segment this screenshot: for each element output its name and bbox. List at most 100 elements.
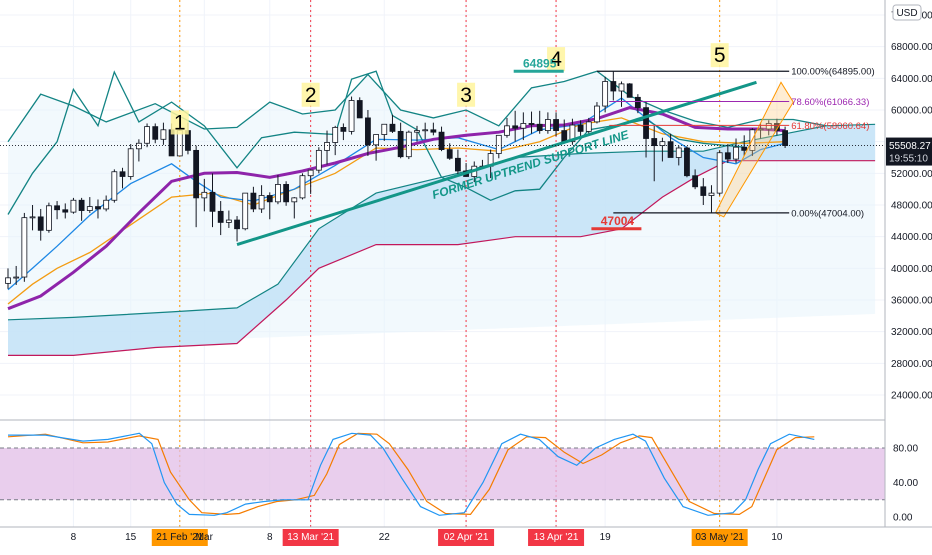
- time-tick-label: 10: [771, 532, 783, 543]
- candle-body[interactable]: [389, 123, 396, 132]
- candle-body[interactable]: [757, 128, 764, 131]
- candle-body[interactable]: [356, 100, 363, 119]
- time-event-tag: [691, 529, 748, 546]
- candle-body[interactable]: [651, 138, 658, 147]
- candle-body[interactable]: [716, 152, 723, 194]
- candle-body[interactable]: [504, 125, 510, 136]
- candle-body[interactable]: [160, 129, 167, 140]
- candle-body[interactable]: [95, 206, 101, 210]
- time-event-label: 21 Feb '21: [156, 532, 203, 543]
- candle-body[interactable]: [315, 149, 322, 171]
- candle-body[interactable]: [144, 126, 150, 144]
- candle-body[interactable]: [700, 186, 707, 196]
- candle-body[interactable]: [46, 205, 52, 231]
- candle-body[interactable]: [512, 125, 519, 129]
- candle-body[interactable]: [127, 148, 134, 177]
- price-annotation: 47004: [601, 214, 635, 228]
- candle-body[interactable]: [643, 107, 649, 139]
- candle-body[interactable]: [250, 192, 257, 210]
- candle-body[interactable]: [111, 171, 118, 201]
- candle-body[interactable]: [741, 146, 748, 151]
- candle-body[interactable]: [422, 129, 429, 132]
- candle-body[interactable]: [29, 216, 36, 219]
- candle-body[interactable]: [275, 184, 281, 203]
- candle-body[interactable]: [373, 134, 380, 146]
- candle-body[interactable]: [119, 171, 126, 177]
- candle-body[interactable]: [602, 81, 609, 107]
- candle-body[interactable]: [765, 123, 772, 130]
- candle-body[interactable]: [62, 209, 69, 213]
- candle-body[interactable]: [569, 124, 576, 143]
- candle-body[interactable]: [454, 157, 461, 172]
- candle-body[interactable]: [135, 142, 142, 150]
- candle-body[interactable]: [340, 127, 347, 132]
- candle-body[interactable]: [520, 123, 527, 129]
- candle-body[interactable]: [733, 146, 739, 160]
- candle-body[interactable]: [438, 131, 445, 150]
- time-event-label: 03 May '21: [695, 532, 744, 543]
- candle-body[interactable]: [561, 130, 568, 143]
- candles[interactable]: [5, 71, 788, 289]
- candle-body[interactable]: [577, 124, 584, 132]
- time-tick-label: 15: [125, 532, 137, 543]
- candle-body[interactable]: [397, 130, 404, 158]
- candle-body[interactable]: [594, 105, 600, 123]
- candle-body[interactable]: [692, 175, 699, 188]
- candle-body[interactable]: [724, 152, 731, 160]
- candle-body[interactable]: [446, 149, 453, 159]
- candle-body[interactable]: [544, 119, 551, 131]
- candle-body[interactable]: [242, 192, 249, 230]
- candle-body[interactable]: [266, 195, 273, 203]
- candle-body[interactable]: [365, 117, 371, 146]
- candle-body[interactable]: [684, 147, 690, 177]
- candle-body[interactable]: [291, 197, 298, 203]
- candle-body[interactable]: [332, 127, 339, 143]
- candle-body[interactable]: [307, 169, 314, 177]
- candle-body[interactable]: [103, 199, 110, 210]
- candle-body[interactable]: [193, 149, 200, 199]
- candle-body[interactable]: [258, 195, 265, 210]
- candle-body[interactable]: [708, 192, 715, 196]
- candle-body[interactable]: [201, 191, 208, 199]
- candle-body[interactable]: [675, 147, 682, 158]
- candle-body[interactable]: [54, 205, 60, 211]
- candle-body[interactable]: [405, 131, 412, 158]
- candle-body[interactable]: [774, 123, 780, 131]
- candle-body[interactable]: [618, 83, 625, 92]
- candle-body[interactable]: [324, 142, 330, 151]
- candle-body[interactable]: [37, 216, 44, 231]
- candle-body[interactable]: [528, 123, 535, 125]
- candle-body[interactable]: [13, 276, 20, 279]
- candle-body[interactable]: [626, 83, 633, 98]
- candle-body[interactable]: [152, 126, 159, 140]
- wave-label: 4: [550, 48, 562, 71]
- candle-body[interactable]: [610, 81, 617, 92]
- candle-body[interactable]: [659, 141, 666, 147]
- candle-body[interactable]: [70, 199, 77, 213]
- candle-body[interactable]: [225, 219, 232, 223]
- candle-body[interactable]: [782, 130, 788, 146]
- candle-body[interactable]: [209, 191, 216, 212]
- candle-body[interactable]: [283, 184, 290, 203]
- candle-body[interactable]: [553, 119, 559, 131]
- price-tick-label: 36000.00: [891, 296, 932, 307]
- candle-body[interactable]: [381, 123, 388, 135]
- candle-body[interactable]: [21, 217, 28, 278]
- candle-body[interactable]: [78, 199, 85, 211]
- candle-body[interactable]: [348, 100, 355, 132]
- candle-body[interactable]: [585, 121, 592, 132]
- candle-body[interactable]: [495, 134, 502, 154]
- candle-body[interactable]: [299, 175, 306, 199]
- currency-badge[interactable]: [892, 4, 922, 21]
- candle-body[interactable]: [634, 96, 641, 109]
- candle-body[interactable]: [430, 129, 437, 133]
- candle-body[interactable]: [5, 277, 11, 284]
- candle-body[interactable]: [217, 210, 224, 223]
- candle-body[interactable]: [234, 219, 240, 230]
- candle-body[interactable]: [86, 206, 93, 211]
- candle-body[interactable]: [414, 130, 420, 133]
- candle-body[interactable]: [536, 123, 543, 131]
- candle-body[interactable]: [667, 141, 674, 158]
